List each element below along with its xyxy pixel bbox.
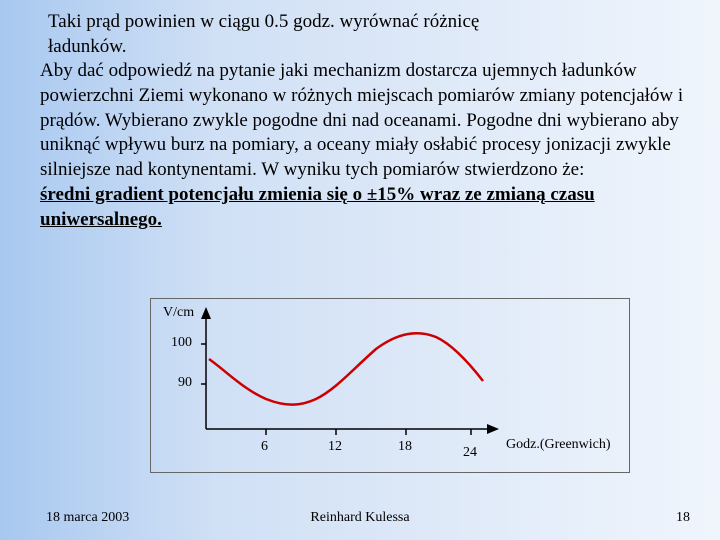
- footer-date: 18 marca 2003: [46, 510, 129, 526]
- xlabel-18: 18: [398, 439, 412, 455]
- body-text-block: Taki prąd powinien w ciągu 0.5 godz. wyr…: [40, 10, 690, 232]
- xlabel-24: 24: [463, 445, 477, 461]
- paragraph-2: Aby dać odpowiedź na pytanie jaki mechan…: [40, 59, 690, 182]
- y-axis-arrow: [201, 307, 211, 319]
- xlabel-6: 6: [261, 439, 268, 455]
- para1-line1: Taki prąd powinien w ciągu 0.5 godz. wyr…: [48, 11, 479, 32]
- para1-line2: ładunków.: [48, 36, 126, 57]
- ylabel-100: 100: [171, 335, 192, 351]
- paragraph-1: Taki prąd powinien w ciągu 0.5 godz. wyr…: [48, 10, 690, 59]
- x-axis-label: Godz.(Greenwich): [506, 437, 611, 453]
- xlabel-12: 12: [328, 439, 342, 455]
- footer-page-number: 18: [676, 510, 690, 526]
- footer-author: Reinhard Kulessa: [310, 510, 409, 526]
- bold-conclusion: średni gradient potencjału zmienia się o…: [40, 183, 690, 232]
- slide-body: Taki prąd powinien w ciągu 0.5 godz. wyr…: [0, 0, 720, 540]
- ylabel-90: 90: [178, 375, 192, 391]
- curve-path: [209, 333, 483, 404]
- chart-container: V/cm 100 90 6 12 18 24 Godz.(Greenwich): [150, 298, 630, 473]
- x-axis-arrow: [487, 424, 499, 434]
